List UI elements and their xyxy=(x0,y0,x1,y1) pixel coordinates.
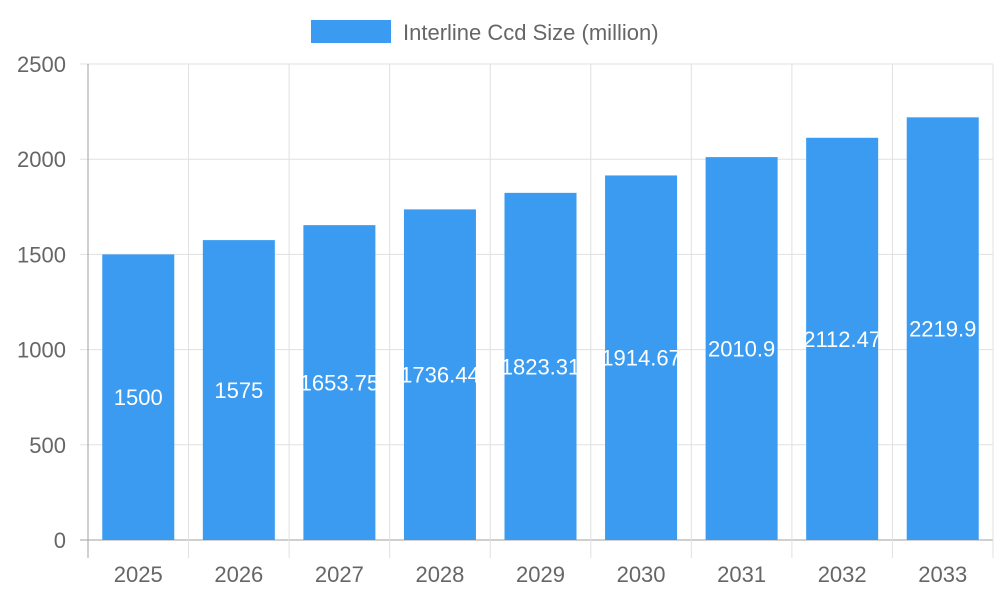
data-label: 2112.47 xyxy=(803,327,881,352)
data-label: 1575 xyxy=(214,378,263,403)
x-tick-label: 2033 xyxy=(918,562,967,587)
legend[interactable]: Interline Ccd Size (million) xyxy=(311,20,659,45)
bar xyxy=(303,225,376,540)
x-tick-label: 2026 xyxy=(214,562,263,587)
x-tick-label: 2029 xyxy=(516,562,565,587)
y-tick-label: 2000 xyxy=(17,147,66,172)
y-tick-label: 1500 xyxy=(17,242,66,267)
bar xyxy=(605,175,678,540)
x-tick-label: 2031 xyxy=(717,562,766,587)
y-tick-label: 2500 xyxy=(17,52,66,77)
data-label: 2010.9 xyxy=(708,337,775,362)
y-tick-label: 1000 xyxy=(17,338,66,363)
x-tick-label: 2027 xyxy=(315,562,364,587)
x-tick-label: 2025 xyxy=(114,562,163,587)
x-tick-label: 2028 xyxy=(415,562,464,587)
y-tick-label: 500 xyxy=(29,433,66,458)
legend-swatch xyxy=(311,20,391,43)
bar xyxy=(102,254,175,540)
x-tick-label: 2032 xyxy=(818,562,867,587)
data-label: 2219.9 xyxy=(909,317,976,342)
legend-label: Interline Ccd Size (million) xyxy=(403,20,659,45)
bar xyxy=(705,157,778,540)
data-label: 1653.75 xyxy=(300,371,380,396)
bar xyxy=(906,117,979,540)
data-label: 1736.44 xyxy=(400,363,480,388)
bar xyxy=(504,192,577,540)
y-tick-label: 0 xyxy=(54,528,66,553)
data-label: 1914.67 xyxy=(601,346,681,371)
data-label: 1823.31 xyxy=(501,354,581,379)
data-label: 1500 xyxy=(114,385,163,410)
bar xyxy=(806,137,879,540)
bar xyxy=(403,209,476,540)
bar xyxy=(202,240,275,540)
x-tick-label: 2030 xyxy=(617,562,666,587)
